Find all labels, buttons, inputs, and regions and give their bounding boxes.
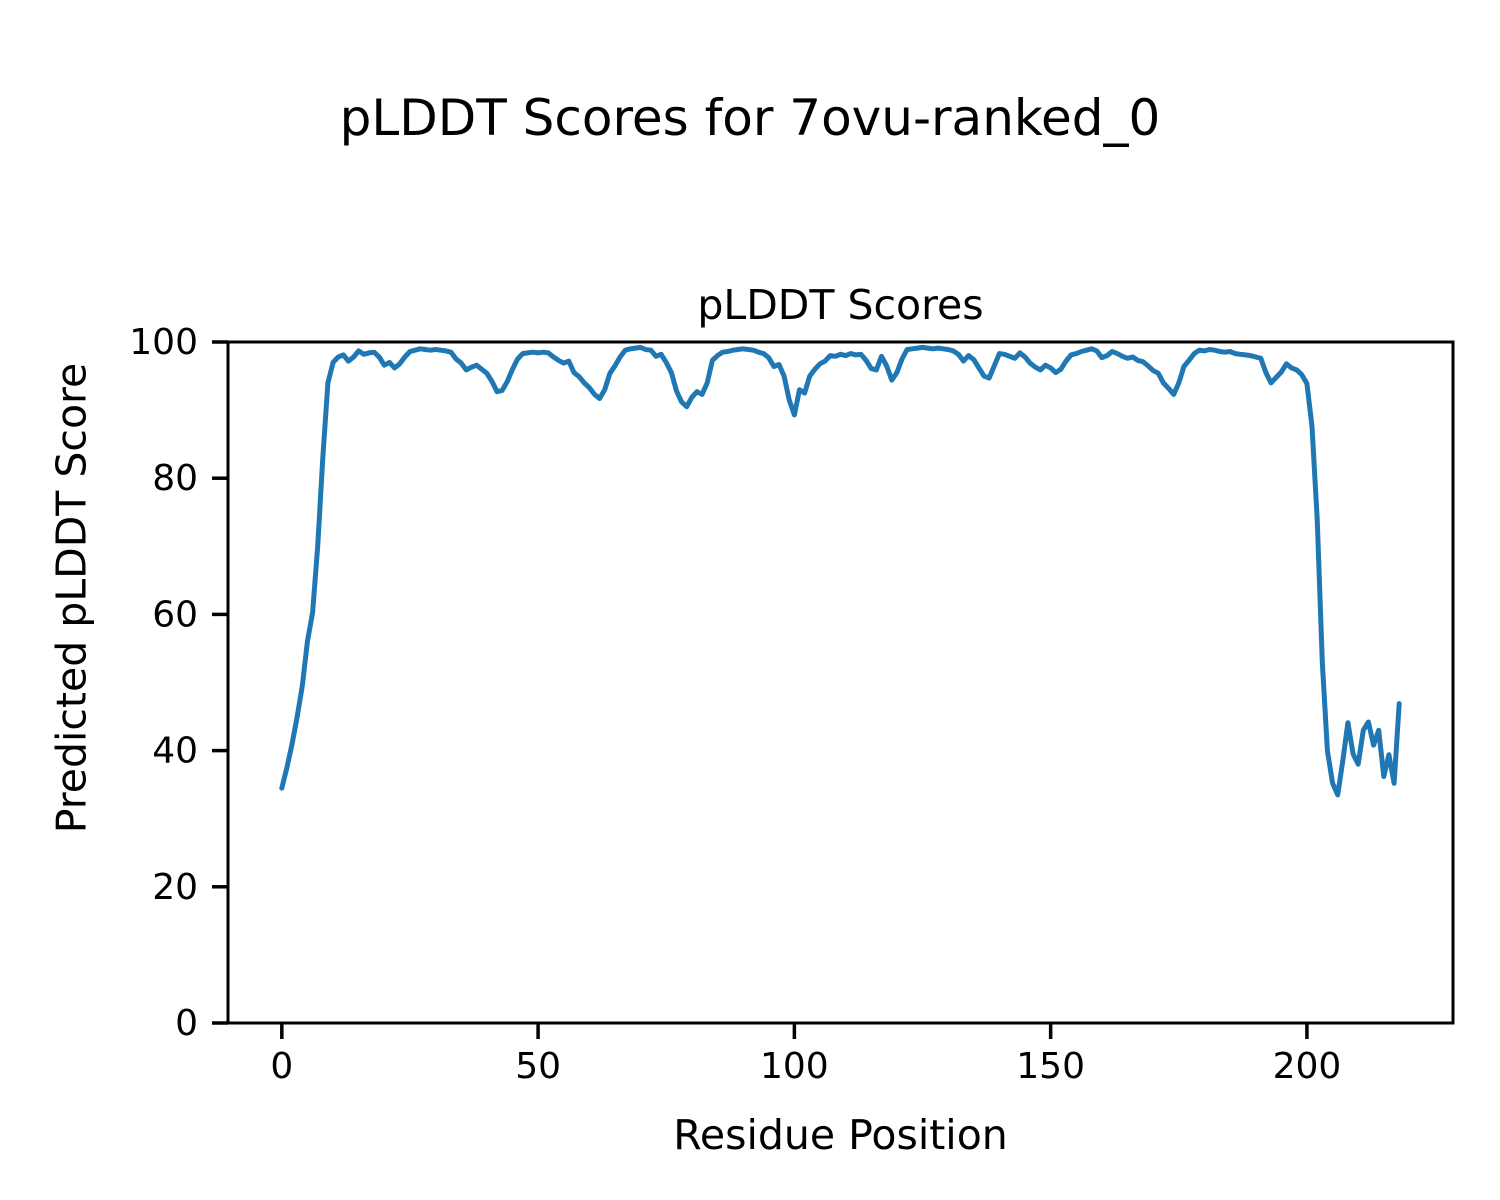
- y-tick-label: 60: [152, 594, 198, 635]
- y-tick-label: 80: [152, 458, 198, 499]
- axis-tick-labels: 0 50 100 150 200 0 20 40 60 80 100: [129, 322, 1341, 1087]
- axes-spines: [226, 340, 1455, 1025]
- y-axis-label: Predicted pLDDT Score: [47, 362, 96, 834]
- x-tick-label: 50: [515, 1046, 561, 1087]
- x-tick-label: 200: [1273, 1046, 1342, 1087]
- plddt-line: [279, 344, 1402, 798]
- figure-title: pLDDT Scores for 7ovu-ranked_0: [339, 89, 1161, 147]
- x-tick-label: 100: [760, 1046, 829, 1087]
- x-axis-label: Residue Position: [673, 1111, 1008, 1159]
- y-tick-label: 20: [152, 867, 198, 908]
- x-tick-label: 0: [270, 1046, 293, 1087]
- axis-ticks: [212, 340, 1309, 1039]
- y-tick-label: 40: [152, 731, 198, 772]
- y-tick-label: 0: [175, 1003, 198, 1044]
- axes-title: pLDDT Scores: [697, 281, 984, 329]
- y-tick-label: 100: [129, 322, 198, 363]
- x-tick-label: 150: [1016, 1046, 1085, 1087]
